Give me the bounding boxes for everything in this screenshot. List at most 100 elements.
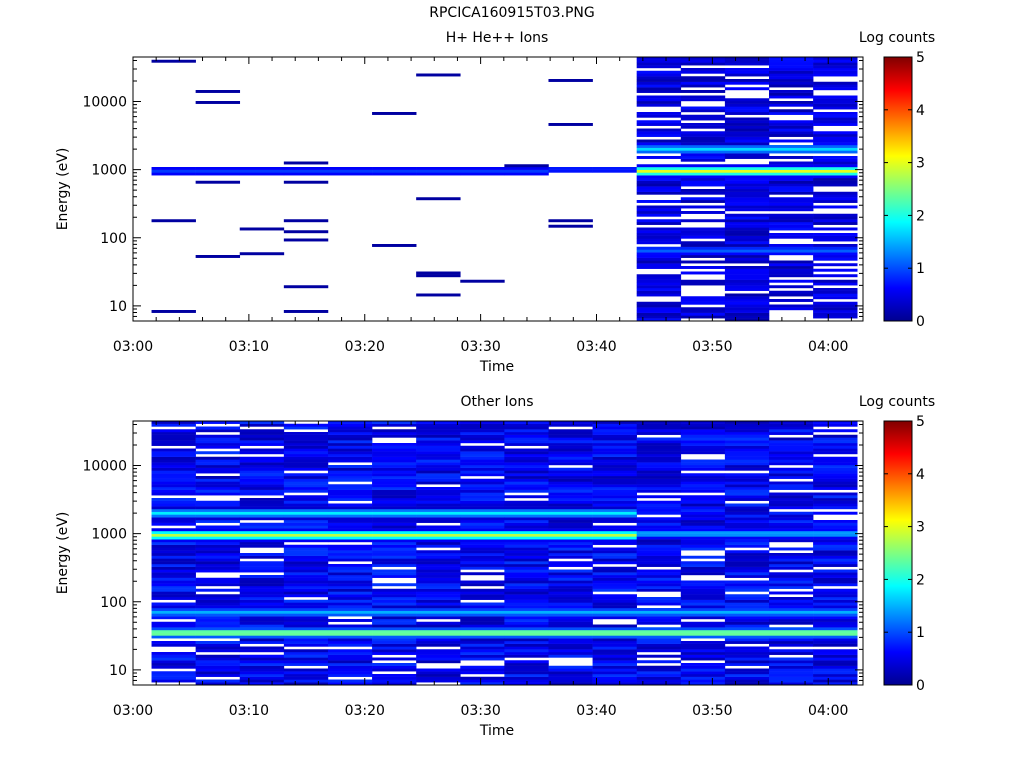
heatmap-cell bbox=[680, 70, 726, 74]
heatmap-cell bbox=[636, 252, 682, 256]
heatmap-cell bbox=[592, 547, 637, 551]
heatmap-cell bbox=[592, 624, 637, 628]
heatmap-cell bbox=[327, 528, 373, 532]
heatmap-cell bbox=[813, 459, 858, 463]
heatmap-cell bbox=[813, 114, 858, 118]
heatmap-cell bbox=[195, 506, 241, 510]
heatmap-cell bbox=[327, 544, 373, 548]
heatmap-cell bbox=[327, 566, 373, 570]
heatmap-cell bbox=[504, 434, 549, 438]
heatmap-cell bbox=[372, 434, 417, 438]
heatmap-cell bbox=[769, 443, 814, 446]
heatmap-cell bbox=[504, 437, 549, 441]
heatmap-cell bbox=[680, 62, 726, 66]
heatmap-cell bbox=[769, 84, 814, 88]
heatmap-cell bbox=[769, 652, 814, 655]
heatmap-cell bbox=[460, 654, 505, 658]
heatmap-cell bbox=[151, 481, 196, 485]
heatmap-cell bbox=[283, 443, 329, 446]
heatmap-cell bbox=[504, 544, 549, 548]
heatmap-cell bbox=[680, 136, 726, 140]
heatmap-cell bbox=[592, 456, 637, 460]
heatmap-cell bbox=[239, 429, 285, 433]
heatmap-cell bbox=[283, 169, 329, 173]
heatmap-cell bbox=[151, 492, 196, 496]
heatmap-cell bbox=[151, 500, 196, 504]
heatmap-cell bbox=[504, 536, 549, 540]
heatmap-cell bbox=[724, 679, 770, 683]
heatmap-cell bbox=[460, 484, 505, 488]
heatmap-cell bbox=[636, 70, 682, 74]
heatmap-cell bbox=[680, 613, 726, 617]
heatmap-cell bbox=[724, 241, 770, 245]
heatmap-cell bbox=[724, 279, 770, 283]
heatmap-cell bbox=[327, 572, 373, 576]
heatmap-cell bbox=[504, 172, 549, 176]
heatmap-cell bbox=[372, 588, 417, 592]
heatmap-cell bbox=[813, 484, 858, 488]
heatmap-cell bbox=[504, 451, 549, 455]
heatmap-cell bbox=[813, 73, 858, 77]
heatmap-cell bbox=[724, 646, 770, 650]
heatmap-cell bbox=[769, 674, 814, 677]
heatmap-cell bbox=[680, 500, 726, 504]
heatmap-cell bbox=[195, 492, 241, 496]
heatmap-cell bbox=[504, 539, 549, 543]
heatmap-cell bbox=[283, 630, 329, 633]
heatmap-cell bbox=[724, 522, 770, 526]
heatmap-cell bbox=[769, 613, 814, 617]
heatmap-cell bbox=[769, 657, 814, 661]
heatmap-cell bbox=[327, 654, 373, 658]
heatmap-cell bbox=[592, 443, 637, 446]
heatmap-cell bbox=[548, 555, 593, 559]
heatmap-cell bbox=[548, 511, 593, 515]
heatmap-cell bbox=[195, 632, 241, 636]
heatmap-cell bbox=[504, 164, 549, 168]
heatmap-cell bbox=[283, 484, 329, 488]
heatmap-cell bbox=[372, 462, 417, 466]
heatmap-cell bbox=[327, 547, 373, 551]
heatmap-cell bbox=[724, 277, 770, 280]
heatmap-cell bbox=[548, 550, 593, 554]
heatmap-cell bbox=[769, 619, 814, 622]
heatmap-cell bbox=[151, 487, 196, 490]
heatmap-cell bbox=[769, 558, 814, 562]
heatmap-cell bbox=[327, 473, 373, 477]
heatmap-cell bbox=[372, 429, 417, 433]
heatmap-cell bbox=[283, 448, 329, 452]
heatmap-cell bbox=[769, 147, 814, 151]
heatmap-cell bbox=[504, 481, 549, 485]
heatmap-cell bbox=[283, 459, 329, 463]
heatmap-cell bbox=[636, 213, 682, 217]
heatmap-cell bbox=[239, 586, 285, 589]
heatmap-cell bbox=[636, 307, 682, 311]
heatmap-cell bbox=[416, 470, 461, 474]
heatmap-cell bbox=[813, 216, 858, 220]
heatmap-cell bbox=[327, 514, 373, 518]
heatmap-cell bbox=[636, 528, 682, 532]
heatmap-cell bbox=[680, 586, 726, 589]
heatmap-cell bbox=[636, 103, 682, 107]
colorbar bbox=[883, 420, 913, 686]
heatmap-cell bbox=[680, 591, 726, 595]
heatmap-cell bbox=[680, 255, 726, 258]
heatmap-cell bbox=[548, 649, 593, 653]
heatmap-cell bbox=[592, 542, 637, 545]
heatmap-cell bbox=[724, 533, 770, 537]
heatmap-cell bbox=[548, 674, 593, 677]
heatmap-cell bbox=[680, 437, 726, 441]
y-axis-label: Energy (eV) bbox=[55, 148, 71, 231]
heatmap-cell bbox=[724, 172, 770, 176]
heatmap-cell bbox=[372, 478, 417, 482]
heatmap-cell bbox=[813, 542, 858, 545]
heatmap-cell bbox=[636, 59, 682, 63]
heatmap-cell bbox=[372, 572, 417, 576]
heatmap-cell bbox=[327, 451, 373, 455]
heatmap-cell bbox=[724, 481, 770, 485]
heatmap-cell bbox=[813, 423, 858, 427]
heatmap-cell bbox=[636, 312, 682, 316]
heatmap-cell bbox=[548, 495, 593, 499]
heatmap-cell bbox=[592, 586, 637, 589]
heatmap-cell bbox=[724, 139, 770, 143]
